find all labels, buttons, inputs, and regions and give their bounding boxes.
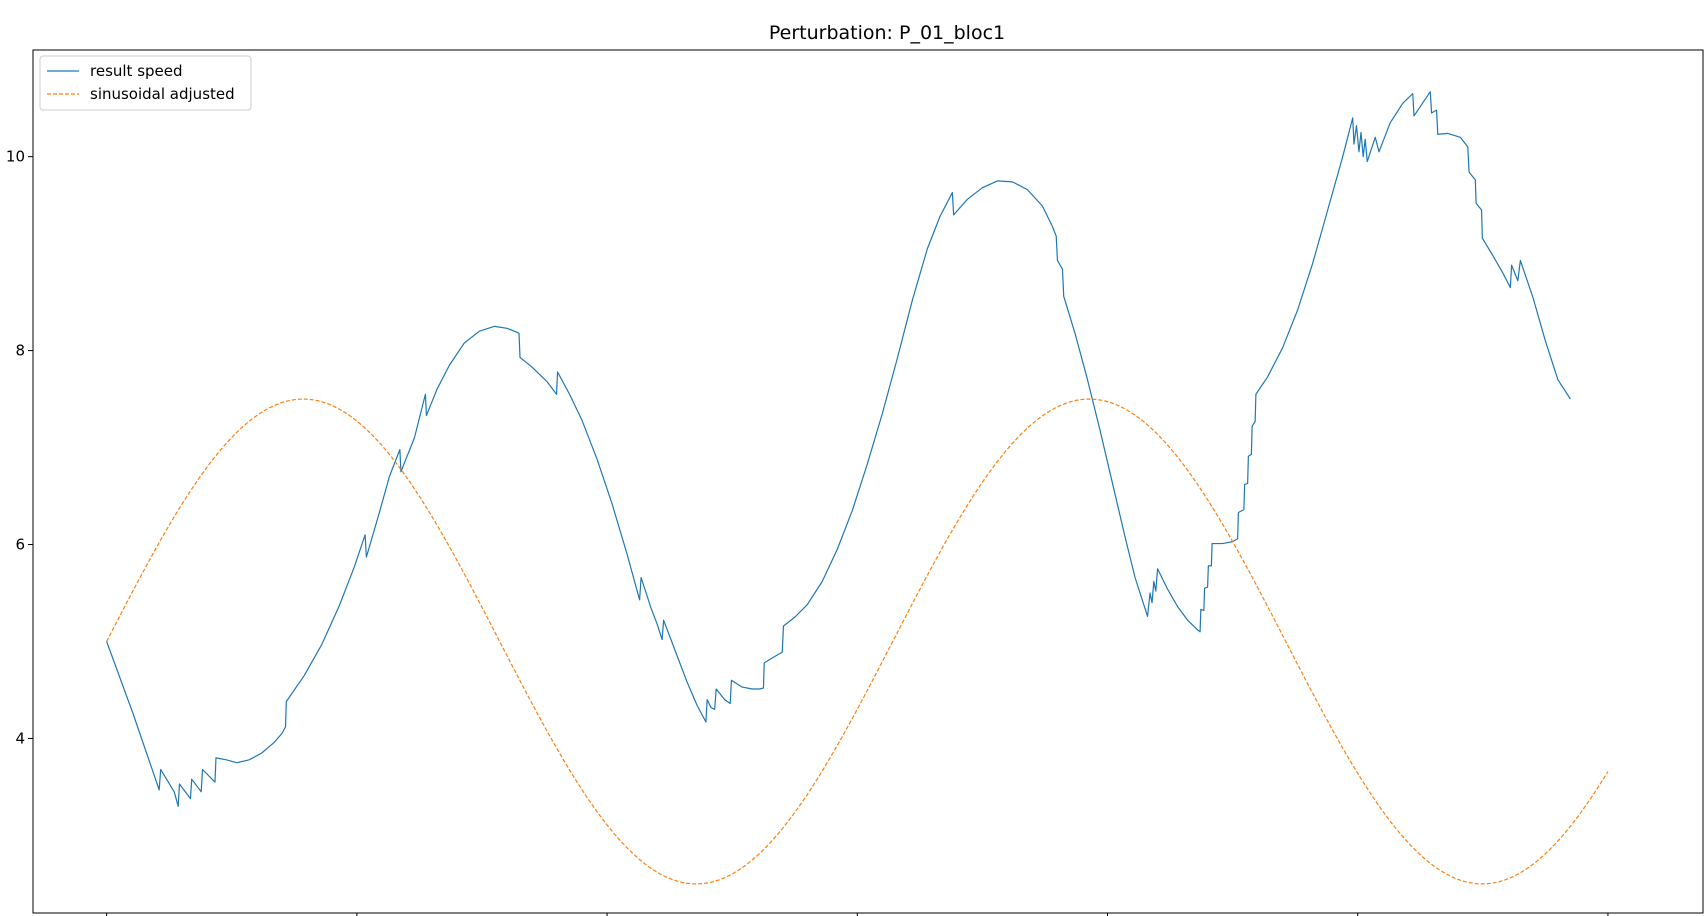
y-tick-label-3: 10: [6, 148, 25, 166]
legend-box: [39, 55, 252, 111]
series-line-result-speed: [106, 91, 1571, 807]
chart-title: Perturbation: P_01_bloc1: [769, 22, 1005, 44]
axis-ticks: 4 6 8 10: [6, 148, 1609, 916]
plot-frame: [32, 49, 1704, 914]
series-line-sinusoidal-adjusted: [106, 398, 1609, 885]
y-tick-label-1: 6: [15, 536, 25, 554]
legend-label-result-speed: result speed: [90, 62, 183, 80]
legend-label-sinusoidal-adjusted: sinusoidal adjusted: [90, 85, 235, 103]
legend: result speed sinusoidal adjusted: [39, 55, 252, 111]
y-tick-label-0: 4: [15, 729, 25, 747]
y-tick-label-2: 8: [15, 342, 25, 360]
